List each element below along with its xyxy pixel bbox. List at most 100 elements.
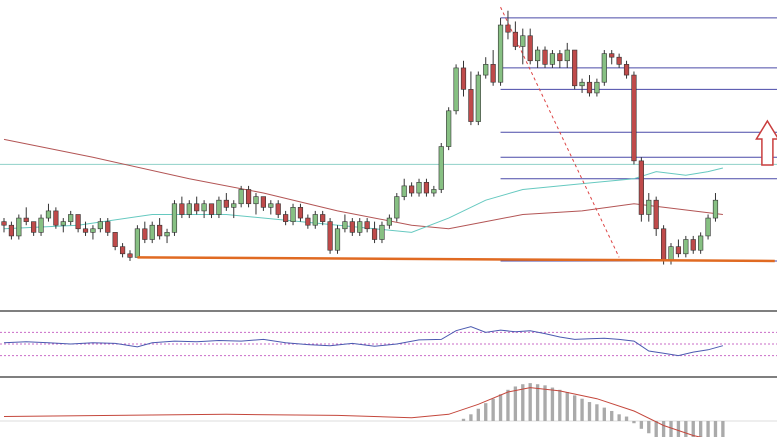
candle	[186, 200, 192, 219]
candle	[290, 203, 296, 226]
candle	[275, 200, 281, 219]
candle-body-bearish	[31, 221, 37, 233]
candle-body-bearish	[505, 24, 511, 33]
candle-body-bearish	[371, 228, 378, 240]
macd-histogram-bar	[661, 421, 666, 437]
candle-body-bullish	[268, 203, 274, 208]
candle-body-bearish	[661, 228, 667, 262]
candle-body-bearish	[490, 64, 496, 83]
candle	[68, 210, 74, 226]
candle-body-bullish	[334, 228, 341, 251]
candle-body-bullish	[171, 203, 178, 233]
candle	[631, 71, 637, 165]
candle	[31, 221, 37, 236]
candle	[364, 218, 370, 233]
candle	[623, 60, 630, 79]
candle-body-bearish	[542, 49, 548, 65]
candle	[127, 250, 133, 261]
candle	[238, 185, 244, 208]
candle	[245, 185, 252, 208]
macd-histogram-bar	[476, 408, 480, 421]
candle	[394, 193, 400, 222]
macd-histogram-bar	[572, 395, 577, 421]
candle-body-bullish	[446, 110, 452, 147]
candle-body-bullish	[549, 53, 556, 65]
macd-histogram-bar	[602, 407, 606, 421]
candle	[468, 71, 474, 126]
candle	[327, 218, 333, 254]
candle-body-bullish	[579, 81, 585, 87]
candle-body-bullish	[186, 203, 192, 215]
candle	[149, 221, 155, 244]
candle	[542, 46, 548, 68]
candle-body-bearish	[572, 49, 578, 87]
candle-body-bullish	[312, 214, 318, 226]
macd-histogram-bar	[698, 421, 703, 437]
candle	[208, 203, 215, 219]
candle-body-bearish	[223, 199, 229, 208]
candle	[653, 196, 659, 236]
macd-histogram-bar	[484, 403, 488, 421]
candle-body-bullish	[453, 67, 459, 112]
candle	[512, 21, 518, 51]
macd-histogram-bar	[565, 392, 569, 421]
candle-body-bullish	[416, 182, 422, 194]
macd-histogram-bar	[506, 389, 510, 421]
candle-body-bearish	[586, 81, 593, 94]
macd-histogram-bar	[513, 386, 518, 421]
candle	[157, 218, 163, 240]
candle	[53, 207, 59, 229]
candle	[483, 57, 489, 79]
candle-body-bearish	[653, 199, 659, 230]
candle	[497, 17, 504, 86]
candle	[45, 203, 52, 222]
candle-body-bullish	[431, 189, 437, 194]
candle-body-bullish	[535, 49, 541, 62]
candle	[38, 214, 44, 236]
candle-body-bullish	[475, 74, 481, 122]
candle	[698, 232, 704, 254]
macd-histogram-bar	[639, 421, 644, 429]
candle	[431, 185, 437, 197]
candle	[594, 78, 600, 97]
candle	[683, 235, 689, 258]
candle-body-bearish	[512, 31, 518, 47]
candle	[601, 50, 607, 86]
candle-body-bearish	[127, 253, 133, 258]
candle	[446, 107, 452, 151]
candle	[334, 225, 341, 254]
candle-body-bullish	[231, 203, 237, 208]
candle-body-bearish	[82, 228, 89, 233]
candle-body-bearish	[364, 221, 370, 230]
candle-body-bullish	[394, 196, 400, 219]
macd-histogram-bar	[654, 421, 658, 437]
macd-histogram-bar	[669, 421, 673, 437]
candle-body-bearish	[75, 214, 81, 230]
candle-body-bullish	[253, 196, 259, 205]
candle-body-bearish	[142, 228, 148, 240]
candle-body-bearish	[460, 67, 467, 90]
candle	[297, 203, 304, 222]
candle-body-bearish	[119, 246, 126, 255]
candle-body-bullish	[97, 221, 103, 230]
macd-histogram-bar	[610, 410, 614, 421]
candle-body-bearish	[157, 224, 163, 237]
candle	[453, 64, 459, 115]
candle	[82, 221, 89, 236]
candle	[409, 182, 415, 197]
candle	[312, 210, 318, 229]
candle-body-bullish	[601, 53, 607, 83]
candle-body-bullish	[290, 207, 296, 222]
candle	[616, 53, 622, 68]
candle-body-bullish	[164, 232, 170, 237]
candle	[134, 225, 140, 258]
macd-histogram-bar	[587, 402, 592, 421]
candle	[349, 218, 355, 236]
moving-average-cyan	[3, 167, 724, 233]
candle-body-bearish	[423, 182, 430, 194]
candle-body-bearish	[112, 232, 118, 247]
candle-body-bullish	[45, 210, 52, 219]
candle-body-bearish	[1, 221, 7, 226]
candle	[646, 193, 652, 222]
